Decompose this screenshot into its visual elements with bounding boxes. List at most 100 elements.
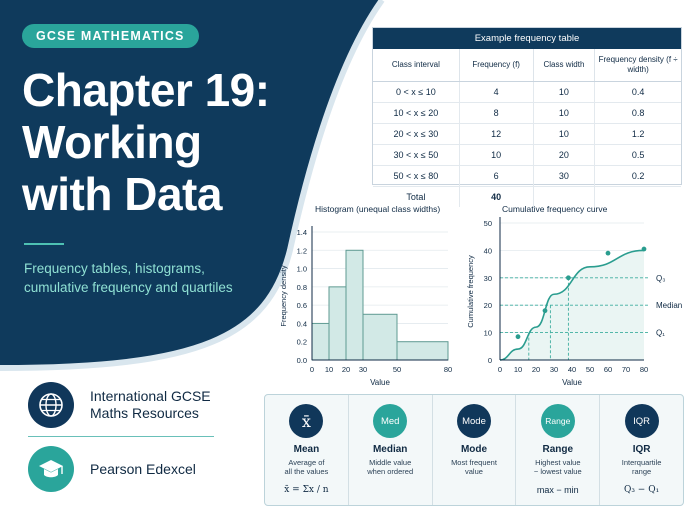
- x-tick-label: 80: [444, 365, 452, 374]
- page-title: Chapter 19: Working with Data: [22, 64, 270, 220]
- stat-card-mean: x̄ Mean Average of all the values x̄ = Σ…: [265, 395, 348, 505]
- subtitle-line: cumulative frequency and quartiles: [24, 280, 233, 295]
- y-tick-label: 1.2: [297, 246, 307, 255]
- data-point: [566, 275, 571, 281]
- x-tick-label: 0: [310, 365, 314, 374]
- histogram-bar: [396, 341, 449, 361]
- total-value: 40: [458, 186, 534, 207]
- resource-label: Pearson Edexcel: [90, 461, 196, 478]
- x-tick-label: 40: [568, 365, 576, 374]
- stat-card-mode: Mode Mode Most frequent value: [431, 395, 516, 505]
- table-cell: 4: [458, 81, 534, 103]
- table-cell: 10 < x ≤ 20: [373, 102, 460, 124]
- y-tick-label: 1.4: [297, 228, 307, 237]
- frequency-table-grid: Class interval Frequency (f) Class width…: [373, 49, 681, 207]
- table-header-row: Class interval Frequency (f) Class width…: [373, 49, 681, 82]
- histogram-chart: Histogram (unequal class widths) 0.0 0.2 0.…: [270, 200, 460, 395]
- stat-name: Median: [372, 444, 408, 455]
- resource-divider: [28, 436, 214, 437]
- table-row: 0 < x ≤ 10 4 10 0.4: [373, 81, 681, 103]
- histogram-bar: [328, 286, 347, 361]
- y-tick-label: 50: [484, 219, 492, 228]
- y-tick-label: 0.4: [297, 319, 307, 328]
- column-header: Class interval: [373, 49, 460, 82]
- subtitle-line: Frequency tables, histograms,: [24, 261, 205, 276]
- table-cell: 10: [532, 81, 595, 103]
- stat-description: Highest value − lowest value: [516, 458, 599, 476]
- cumulative-frequency-svg: Cumulative frequency curve 0 10 20 30 40 50 Q₃ M…: [466, 204, 682, 387]
- x-tick-label: 70: [622, 365, 630, 374]
- stat-description-line: Middle value: [369, 458, 412, 467]
- resource-international-gcse[interactable]: International GCSE Maths Resources: [28, 382, 211, 428]
- stat-description-line: all the values: [284, 467, 329, 476]
- stat-name: Mean: [293, 444, 320, 455]
- x-tick-label: 30: [359, 365, 367, 374]
- histogram-bar: [345, 249, 364, 361]
- data-point: [641, 246, 647, 252]
- x-tick-label: 0: [498, 365, 502, 374]
- data-point: [605, 250, 611, 256]
- summary-statistics-panel: x̄ Mean Average of all the values x̄ = Σ…: [264, 394, 684, 506]
- frequency-table: Example frequency table Class interval F…: [372, 27, 682, 207]
- y-axis-label: Frequency density: [279, 265, 288, 327]
- mean-icon: x̄: [289, 404, 324, 438]
- x-tick-label: 50: [586, 365, 594, 374]
- table-cell: 20 < x ≤ 30: [373, 123, 460, 145]
- y-tick-label: 10: [484, 329, 492, 338]
- subject-badge: GCSE MATHEMATICS: [22, 24, 199, 48]
- cumulative-frequency-chart: Cumulative frequency curve 0 10 20 30 40 50 Q₃ M…: [462, 200, 692, 395]
- stat-name: IQR: [632, 444, 651, 455]
- table-cell: 8: [458, 102, 534, 124]
- y-tick-label: 0.8: [297, 283, 307, 292]
- stat-description-line: Highest value: [535, 458, 581, 467]
- graduation-cap-icon: [28, 446, 74, 492]
- mode-icon: Mode: [456, 404, 491, 438]
- stat-description-line: range: [631, 467, 652, 476]
- y-tick-label: 30: [484, 274, 492, 283]
- reference-label: Q₃: [656, 274, 665, 283]
- iqr-icon: IQR: [624, 404, 659, 438]
- x-tick-label: 10: [325, 365, 333, 374]
- median-icon: Med: [373, 404, 408, 438]
- column-header: Frequency density (f ÷ width): [594, 49, 681, 82]
- table-row: 50 < x ≤ 80 6 30 0.2: [373, 165, 681, 187]
- table-row: 10 < x ≤ 20 8 10 0.8: [373, 102, 681, 124]
- stat-card-median: Med Median Middle value when ordered: [347, 395, 432, 505]
- table-cell: 30: [532, 165, 595, 187]
- table-cell: [594, 186, 681, 207]
- histogram-bar: [362, 313, 398, 361]
- y-tick-label: 0.6: [297, 301, 307, 310]
- x-tick-label: 60: [604, 365, 612, 374]
- y-tick-label: 1.0: [297, 265, 307, 274]
- y-tick-label: 40: [484, 246, 492, 255]
- resource-label: International GCSE Maths Resources: [90, 388, 211, 422]
- resource-label-line: Pearson Edexcel: [90, 460, 196, 477]
- table-cell: 30 < x ≤ 50: [373, 144, 460, 166]
- title-divider: [24, 243, 64, 245]
- stat-name: Range: [542, 444, 574, 455]
- table-row: 20 < x ≤ 30 12 10 1.2: [373, 123, 681, 145]
- x-tick-label: 30: [550, 365, 558, 374]
- stat-card-range: Range Range Highest value − lowest value…: [515, 395, 599, 505]
- stat-description-line: − lowest value: [533, 467, 582, 476]
- histogram-bar: [311, 322, 330, 361]
- stat-description: Middle value when ordered: [349, 458, 432, 476]
- stat-description-line: Interquartile: [621, 458, 662, 467]
- table-row: 30 < x ≤ 50 10 20 0.5: [373, 144, 681, 166]
- resource-pearson-edexcel[interactable]: Pearson Edexcel: [28, 446, 196, 492]
- x-tick-label: 20: [342, 365, 350, 374]
- chart-title: Cumulative frequency curve: [502, 204, 608, 214]
- resource-label-line: International GCSE: [90, 388, 211, 404]
- data-point: [542, 308, 548, 314]
- x-axis-label: Value: [562, 378, 582, 387]
- table-cell: 6: [458, 165, 534, 187]
- x-tick-label: 10: [514, 365, 522, 374]
- stat-description-line: when ordered: [367, 467, 414, 476]
- chart-title: Histogram (unequal class widths): [315, 204, 440, 214]
- column-header: Class width: [532, 49, 595, 82]
- table-cell: 0.4: [594, 81, 681, 103]
- globe-icon: [28, 382, 74, 428]
- x-tick-label: 50: [393, 365, 401, 374]
- stat-formula: Q₃ − Q₁: [623, 485, 660, 495]
- y-tick-label: 0: [488, 356, 492, 365]
